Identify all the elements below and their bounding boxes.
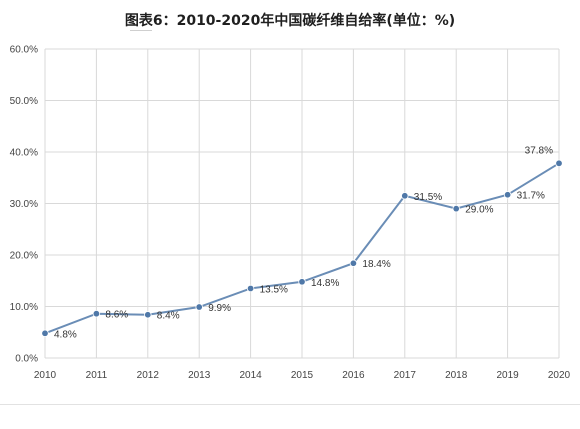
- data-label: 8.4%: [157, 311, 180, 322]
- chart-title: 图表6：2010-2020年中国碳纤维自给率(单位：%): [124, 13, 456, 29]
- data-point: [503, 191, 512, 199]
- data-label: 9.9%: [208, 303, 231, 314]
- x-tick-label: 2016: [342, 370, 365, 381]
- data-label: 29.0%: [465, 205, 493, 216]
- bottom-divider: [0, 404, 580, 405]
- data-point: [144, 311, 152, 319]
- data-label: 37.8%: [525, 145, 553, 156]
- x-tick-label: 2019: [496, 370, 519, 381]
- data-label: 18.4%: [362, 259, 390, 270]
- data-point: [195, 303, 203, 311]
- x-tick-label: 2020: [548, 370, 571, 381]
- x-tick-label: 2011: [86, 370, 108, 381]
- data-point: [452, 204, 460, 213]
- data-label: 31.7%: [517, 191, 545, 202]
- y-tick-label: 30.0%: [10, 199, 38, 210]
- data-point: [349, 259, 358, 267]
- x-tick-label: 2017: [394, 370, 417, 381]
- data-label: 13.5%: [260, 284, 288, 295]
- x-tick-label: 2014: [239, 370, 262, 381]
- data-point: [92, 310, 101, 318]
- y-tick-label: 50.0%: [10, 96, 38, 107]
- data-point: [41, 329, 49, 337]
- data-point: [298, 278, 306, 286]
- title-decoration-line: [130, 30, 152, 31]
- data-label: 31.5%: [414, 192, 442, 203]
- data-label: 8.6%: [105, 310, 128, 321]
- data-label: 14.8%: [311, 278, 339, 289]
- y-tick-label: 0.0%: [15, 354, 38, 365]
- y-tick-label: 60.0%: [10, 45, 38, 56]
- x-tick-label: 2018: [445, 370, 468, 381]
- x-tick-label: 2010: [34, 370, 57, 381]
- data-label: 4.8%: [54, 329, 77, 340]
- x-tick-label: 2015: [291, 370, 314, 381]
- x-tick-label: 2013: [188, 370, 211, 381]
- y-tick-label: 10.0%: [10, 302, 38, 313]
- y-tick-label: 20.0%: [10, 251, 38, 262]
- data-point: [555, 159, 563, 168]
- data-point: [401, 192, 409, 200]
- y-tick-label: 40.0%: [10, 148, 38, 159]
- data-point: [246, 284, 255, 293]
- x-tick-label: 2012: [137, 370, 160, 381]
